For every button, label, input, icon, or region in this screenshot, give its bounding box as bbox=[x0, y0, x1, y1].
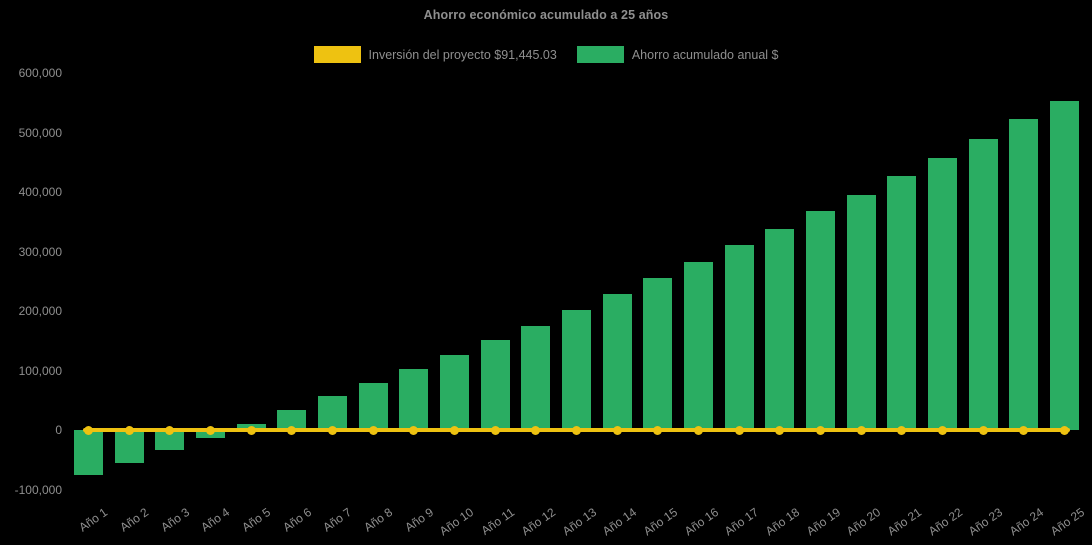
bar-año-17[interactable] bbox=[724, 245, 754, 431]
line-marker-año-23-icon[interactable] bbox=[978, 425, 988, 435]
x-axis-tick-label: Año 14 bbox=[600, 505, 640, 539]
line-marker-año-21-icon[interactable] bbox=[897, 425, 907, 435]
bar-año-22[interactable] bbox=[928, 158, 958, 431]
y-axis-tick-label: 200,000 bbox=[18, 304, 62, 319]
bar-año-3[interactable] bbox=[155, 430, 185, 451]
line-marker-año-25-icon[interactable] bbox=[1060, 425, 1070, 435]
bar-año-7[interactable] bbox=[317, 396, 347, 431]
bar-año-21[interactable] bbox=[887, 176, 917, 431]
line-marker-año-6-icon[interactable] bbox=[287, 425, 297, 435]
legend-label-ahorro: Ahorro acumulado anual $ bbox=[631, 47, 779, 62]
line-marker-año-4-icon[interactable] bbox=[205, 425, 215, 435]
bar-año-16[interactable] bbox=[684, 261, 714, 431]
line-marker-año-5-icon[interactable] bbox=[246, 425, 256, 435]
legend-item-inversion[interactable]: Inversión del proyecto $91,445.03 bbox=[313, 46, 557, 63]
x-axis-tick-label: Año 10 bbox=[437, 505, 477, 539]
y-axis-tick-label: 300,000 bbox=[18, 244, 62, 259]
x-axis-tick-label: Año 21 bbox=[884, 505, 924, 539]
line-marker-año-19-icon[interactable] bbox=[816, 425, 826, 435]
line-marker-año-7-icon[interactable] bbox=[327, 425, 337, 435]
line-marker-año-14-icon[interactable] bbox=[612, 425, 622, 435]
line-marker-año-24-icon[interactable] bbox=[1019, 425, 1029, 435]
x-axis-tick-label: Año 25 bbox=[1047, 505, 1087, 539]
bar-año-15[interactable] bbox=[643, 277, 673, 431]
x-axis-tick-label: Año 19 bbox=[803, 505, 843, 539]
line-marker-año-11-icon[interactable] bbox=[490, 425, 500, 435]
x-axis-tick-label: Año 17 bbox=[722, 505, 762, 539]
x-axis-tick-label: Año 5 bbox=[239, 505, 274, 535]
bar-año-6[interactable] bbox=[277, 410, 307, 431]
bar-año-12[interactable] bbox=[521, 325, 551, 431]
legend-swatch-ahorro-icon bbox=[576, 46, 624, 63]
x-axis-tick-label: Año 1 bbox=[76, 505, 111, 535]
x-axis-tick-label: Año 20 bbox=[844, 505, 884, 539]
bar-año-10[interactable] bbox=[439, 355, 469, 431]
y-axis-tick-label: -100,000 bbox=[14, 483, 62, 497]
y-axis-tick-label: 400,000 bbox=[18, 185, 62, 200]
x-axis-tick-label: Año 9 bbox=[402, 505, 436, 535]
bar-año-14[interactable] bbox=[602, 294, 632, 431]
x-axis-tick-label: Año 23 bbox=[966, 505, 1006, 539]
x-axis-tick-label: Año 3 bbox=[157, 505, 192, 535]
line-marker-año-13-icon[interactable] bbox=[572, 425, 581, 435]
line-marker-año-17-icon[interactable] bbox=[734, 425, 744, 435]
x-axis-tick-label: Año 6 bbox=[280, 505, 314, 535]
line-marker-año-18-icon[interactable] bbox=[775, 425, 785, 435]
x-axis-tick-label: Año 2 bbox=[117, 505, 152, 535]
chart-title: Ahorro económico acumulado a 25 años bbox=[423, 8, 669, 22]
bar-año-18[interactable] bbox=[765, 228, 795, 431]
line-marker-año-16-icon[interactable] bbox=[694, 425, 704, 435]
bar-año-24[interactable] bbox=[1009, 119, 1039, 431]
line-marker-año-8-icon[interactable] bbox=[368, 425, 378, 435]
line-marker-año-12-icon[interactable] bbox=[531, 425, 541, 435]
x-axis-tick-label: Año 18 bbox=[762, 505, 802, 539]
bar-año-11[interactable] bbox=[480, 340, 510, 431]
bar-año-20[interactable] bbox=[846, 194, 876, 431]
y-axis-tick-label: 100,000 bbox=[18, 363, 62, 378]
x-axis-tick-label: Año 15 bbox=[640, 505, 680, 539]
bar-año-2[interactable] bbox=[114, 430, 144, 463]
bar-año-23[interactable] bbox=[968, 139, 998, 431]
legend-swatch-inversion-icon bbox=[313, 46, 361, 63]
line-marker-año-10-icon[interactable] bbox=[449, 425, 459, 435]
x-axis-tick-label: Año 16 bbox=[681, 505, 721, 539]
bar-año-9[interactable] bbox=[399, 368, 429, 431]
x-axis-tick-label: Año 7 bbox=[320, 505, 355, 535]
y-axis-tick-label: 500,000 bbox=[18, 125, 62, 140]
bar-año-1[interactable] bbox=[73, 430, 103, 475]
bar-año-19[interactable] bbox=[806, 210, 836, 431]
x-axis-tick-label: Año 13 bbox=[559, 505, 599, 539]
x-axis-tick-label: Año 22 bbox=[925, 505, 965, 539]
line-marker-año-15-icon[interactable] bbox=[653, 425, 663, 435]
legend: Inversión del proyecto $91,445.03 Ahorro… bbox=[0, 46, 1092, 63]
x-axis-tick-label: Año 24 bbox=[1006, 505, 1046, 539]
y-axis-tick-label: 0 bbox=[55, 423, 62, 438]
bar-año-13[interactable] bbox=[562, 310, 591, 431]
line-marker-año-9-icon[interactable] bbox=[409, 425, 419, 435]
x-axis-tick-label: Año 4 bbox=[198, 505, 233, 535]
line-marker-año-2-icon[interactable] bbox=[124, 425, 134, 435]
x-axis-tick-label: Año 8 bbox=[361, 505, 396, 535]
line-marker-año-3-icon[interactable] bbox=[165, 425, 175, 435]
line-marker-año-1-icon[interactable] bbox=[83, 425, 93, 435]
x-axis-tick-label: Año 12 bbox=[518, 505, 558, 539]
line-marker-año-20-icon[interactable] bbox=[856, 425, 866, 435]
x-axis-tick-label: Año 11 bbox=[478, 505, 518, 538]
line-marker-año-22-icon[interactable] bbox=[938, 425, 948, 435]
y-axis-tick-label: 600,000 bbox=[18, 66, 62, 80]
legend-item-ahorro[interactable]: Ahorro acumulado anual $ bbox=[576, 46, 779, 63]
legend-label-inversion: Inversión del proyecto $91,445.03 bbox=[368, 47, 557, 62]
bar-año-25[interactable] bbox=[1050, 101, 1080, 431]
bar-año-8[interactable] bbox=[358, 382, 388, 431]
